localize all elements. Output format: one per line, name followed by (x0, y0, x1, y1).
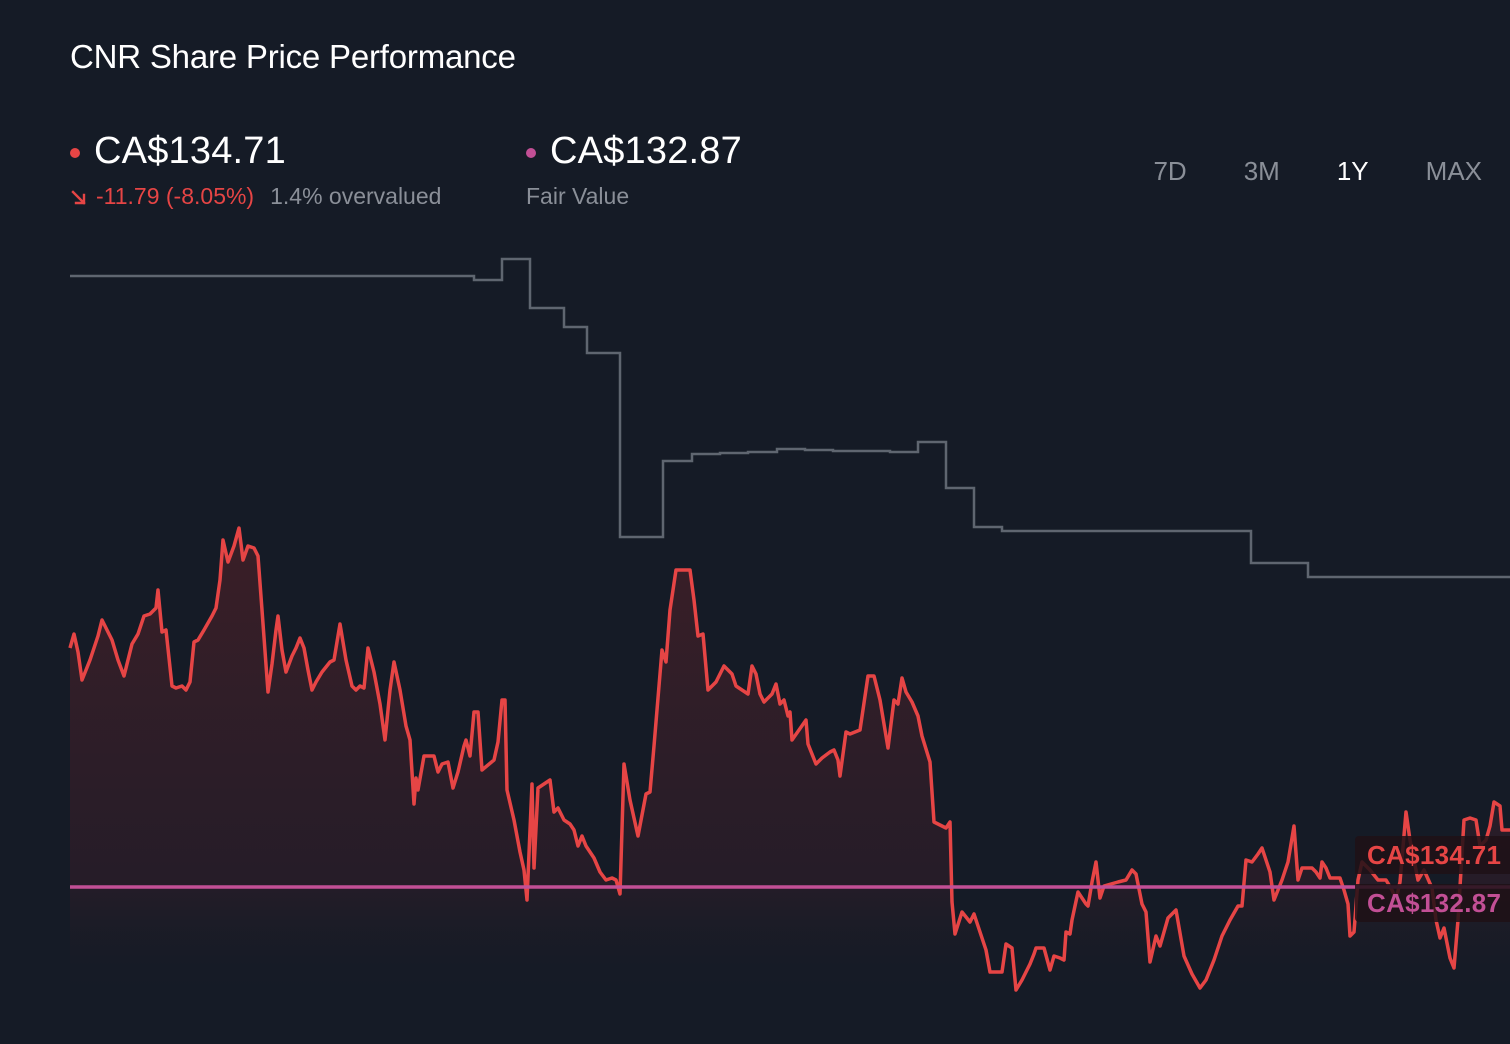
fair-value-summary: CA$132.87 Fair Value (526, 130, 742, 210)
price-change: -11.79 (-8.05%) (70, 183, 254, 210)
price-legend-dot (70, 147, 80, 158)
share-price-summary: CA$134.71 -11.79 (-8.05%) 1.4% overvalue… (70, 130, 441, 210)
fair-value-legend-dot (526, 147, 536, 158)
period-selector: 7D 3M 1Y MAX (1096, 156, 1482, 187)
fair-value-label: Fair Value (526, 183, 630, 209)
valuation-status: 1.4% overvalued (270, 183, 442, 209)
share-price-value: CA$134.71 (94, 130, 286, 172)
chart-title: CNR Share Price Performance (70, 38, 516, 75)
share-price-tag: CA$134.71 (1355, 836, 1510, 874)
share-price-line (68, 526, 1510, 992)
period-tab-3m[interactable]: 3M (1243, 156, 1280, 186)
price-change-value: -11.79 (-8.05%) (96, 183, 255, 209)
period-tab-7d[interactable]: 7D (1153, 156, 1187, 186)
price-area-fill (70, 528, 1510, 1000)
arrow-down-right-icon (71, 189, 86, 205)
fair-value-tag: CA$132.87 (1355, 884, 1510, 922)
period-tab-1y[interactable]: 1Y (1336, 156, 1369, 186)
analyst-estimate-step-line (70, 257, 1510, 579)
period-tab-max[interactable]: MAX (1425, 156, 1482, 186)
fair-value-amount: CA$132.87 (550, 130, 742, 172)
